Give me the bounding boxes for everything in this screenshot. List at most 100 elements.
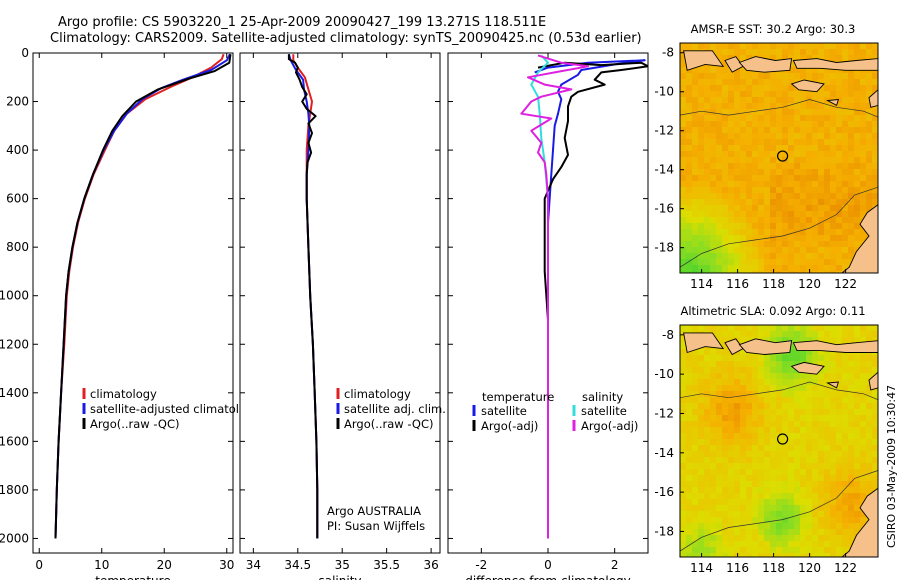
heatmap-cell xyxy=(872,55,879,62)
heatmap-cell xyxy=(806,139,813,146)
heatmap-cell xyxy=(830,493,837,500)
heatmap-cell xyxy=(704,115,711,122)
heatmap-cell xyxy=(740,97,747,104)
heatmap-cell xyxy=(866,91,873,98)
heatmap-cell xyxy=(770,451,777,458)
heatmap-cell xyxy=(866,475,873,482)
map-frame xyxy=(679,324,879,558)
heatmap-cell xyxy=(800,265,807,272)
heatmap-cell xyxy=(806,445,813,452)
heatmap-cell xyxy=(710,487,717,494)
heatmap-cell xyxy=(842,427,849,434)
heatmap-cell xyxy=(686,223,693,230)
heatmap-cell xyxy=(836,397,843,404)
heatmap-cell xyxy=(812,547,819,554)
heatmap-cell xyxy=(686,433,693,440)
heatmap-cell xyxy=(854,79,861,86)
heatmap-cell xyxy=(752,187,759,194)
heatmap-cell xyxy=(728,523,735,530)
heatmap-cell xyxy=(800,433,807,440)
heatmap-cell xyxy=(782,379,789,386)
heatmap-cell xyxy=(710,229,717,236)
heatmap-cell xyxy=(686,73,693,80)
heatmap-cell xyxy=(842,211,849,218)
heatmap-cell xyxy=(734,235,741,242)
heatmap-cell xyxy=(848,193,855,200)
heatmap-cell xyxy=(812,253,819,260)
heatmap-cell xyxy=(716,235,723,242)
heatmap-cell xyxy=(734,85,741,92)
heatmap-cell xyxy=(848,361,855,368)
heatmap-cell xyxy=(758,265,765,272)
heatmap-cell xyxy=(734,511,741,518)
heatmap-cell xyxy=(764,97,771,104)
heatmap-cell xyxy=(812,181,819,188)
heatmap-cell xyxy=(866,139,873,146)
heatmap-cell xyxy=(854,145,861,152)
heatmap-cell xyxy=(710,187,717,194)
heatmap-cell xyxy=(728,493,735,500)
heatmap-cell xyxy=(830,391,837,398)
heatmap-cell xyxy=(764,547,771,554)
heatmap-cell xyxy=(794,181,801,188)
heatmap-cell xyxy=(704,145,711,152)
heatmap-cell xyxy=(770,223,777,230)
heatmap-cell xyxy=(740,151,747,158)
heatmap-cell xyxy=(764,133,771,140)
heatmap-cell xyxy=(842,187,849,194)
heatmap-cell xyxy=(848,109,855,116)
heatmap-cell xyxy=(728,217,735,224)
heatmap-cell xyxy=(818,169,825,176)
heatmap-cell xyxy=(830,175,837,182)
heatmap-cell xyxy=(800,427,807,434)
heatmap-cell xyxy=(800,493,807,500)
heatmap-cell xyxy=(824,193,831,200)
heatmap-cell xyxy=(758,133,765,140)
heatmap-cell xyxy=(776,511,783,518)
heatmap-cell xyxy=(788,373,795,380)
heatmap-cell xyxy=(854,511,861,518)
heatmap-cell xyxy=(722,547,729,554)
heatmap-cell xyxy=(830,235,837,242)
heatmap-cell xyxy=(782,445,789,452)
heatmap-cell xyxy=(746,259,753,266)
heatmap-cell xyxy=(722,379,729,386)
heatmap-cell xyxy=(728,469,735,476)
heatmap-cell xyxy=(800,499,807,506)
heatmap-cell xyxy=(854,235,861,242)
heatmap-cell xyxy=(800,271,807,274)
heatmap-cell xyxy=(836,85,843,92)
heatmap-cell xyxy=(842,373,849,380)
heatmap-cell xyxy=(710,85,717,92)
heatmap-cell xyxy=(866,115,873,122)
heatmap-cell xyxy=(716,85,723,92)
heatmap-cell xyxy=(800,133,807,140)
heatmap-cell xyxy=(812,475,819,482)
heatmap-cell xyxy=(872,403,879,410)
heatmap-cell xyxy=(704,43,711,50)
heatmap-cell xyxy=(836,163,843,170)
heatmap-cell xyxy=(794,205,801,212)
heatmap-cell xyxy=(704,259,711,266)
heatmap-cell xyxy=(728,373,735,380)
heatmap-cell xyxy=(686,145,693,152)
heatmap-cell xyxy=(776,457,783,464)
heatmap-cell xyxy=(788,487,795,494)
heatmap-cell xyxy=(782,145,789,152)
heatmap-cell xyxy=(692,133,699,140)
heatmap-cell xyxy=(788,421,795,428)
heatmap-cell xyxy=(824,535,831,542)
heatmap-cell xyxy=(716,457,723,464)
heatmap-cell xyxy=(716,211,723,218)
heatmap-cell xyxy=(746,151,753,158)
heatmap-cell xyxy=(704,355,711,362)
heatmap-cell xyxy=(782,517,789,524)
heatmap-cell xyxy=(848,475,855,482)
heatmap-cell xyxy=(806,409,813,416)
heatmap-cell xyxy=(716,133,723,140)
heatmap-cell xyxy=(686,445,693,452)
heatmap-cell xyxy=(770,157,777,164)
heatmap-cell xyxy=(752,97,759,104)
heatmap-cell xyxy=(722,517,729,524)
heatmap-cell xyxy=(866,205,873,212)
